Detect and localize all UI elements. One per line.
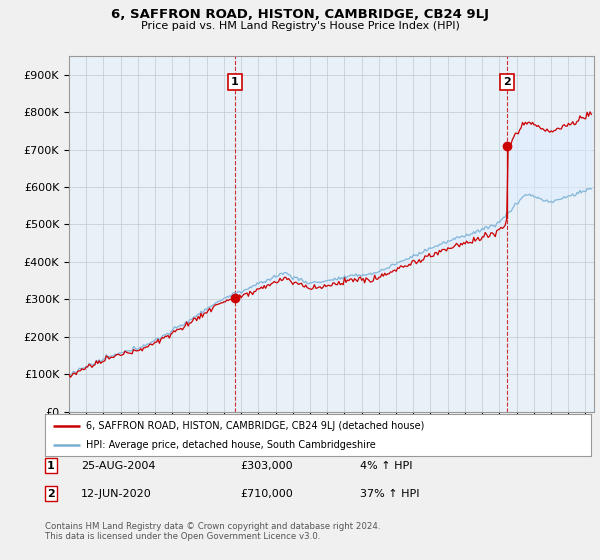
Text: 4% ↑ HPI: 4% ↑ HPI <box>360 461 413 471</box>
Text: HPI: Average price, detached house, South Cambridgeshire: HPI: Average price, detached house, Sout… <box>86 440 376 450</box>
Text: 25-AUG-2004: 25-AUG-2004 <box>81 461 155 471</box>
Text: 2: 2 <box>47 489 55 499</box>
Text: £710,000: £710,000 <box>240 489 293 499</box>
Text: Contains HM Land Registry data © Crown copyright and database right 2024.
This d: Contains HM Land Registry data © Crown c… <box>45 522 380 542</box>
Text: 37% ↑ HPI: 37% ↑ HPI <box>360 489 419 499</box>
Text: £303,000: £303,000 <box>240 461 293 471</box>
Text: 6, SAFFRON ROAD, HISTON, CAMBRIDGE, CB24 9LJ (detached house): 6, SAFFRON ROAD, HISTON, CAMBRIDGE, CB24… <box>86 421 424 431</box>
Text: 1: 1 <box>47 461 55 471</box>
Text: 12-JUN-2020: 12-JUN-2020 <box>81 489 152 499</box>
Text: 2: 2 <box>503 77 511 87</box>
Text: 1: 1 <box>231 77 239 87</box>
Text: 6, SAFFRON ROAD, HISTON, CAMBRIDGE, CB24 9LJ: 6, SAFFRON ROAD, HISTON, CAMBRIDGE, CB24… <box>111 8 489 21</box>
Text: Price paid vs. HM Land Registry's House Price Index (HPI): Price paid vs. HM Land Registry's House … <box>140 21 460 31</box>
